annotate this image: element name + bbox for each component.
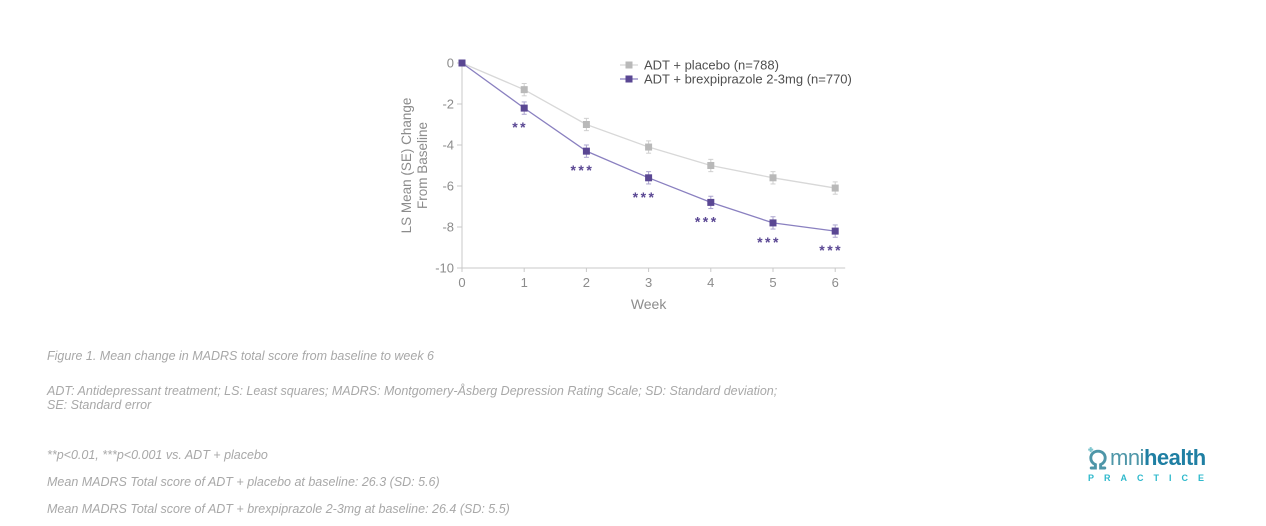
logo-text-omni: mni bbox=[1110, 445, 1144, 470]
significance-stars: *** bbox=[757, 234, 781, 250]
significance-stars: ** bbox=[512, 119, 528, 135]
baseline-placebo-note: Mean MADRS Total score of ADT + placebo … bbox=[47, 474, 440, 489]
legend: ADT + placebo (n=788)ADT + brexpiprazole… bbox=[620, 58, 852, 87]
svg-text:Week: Week bbox=[631, 296, 668, 312]
svg-text:0: 0 bbox=[458, 275, 465, 290]
x-axis-ticks: 0 1 2 3 4 5 6 bbox=[458, 268, 839, 290]
significance-stars: *** bbox=[570, 162, 594, 178]
data-point-marker bbox=[520, 104, 528, 112]
significance-note: **p<0.01, ***p<0.001 vs. ADT + placebo bbox=[47, 447, 268, 462]
data-point-marker bbox=[831, 184, 839, 192]
svg-text:-8: -8 bbox=[442, 220, 454, 235]
madrs-change-line-chart: 0 -2 -4 -6 -8 -10 0 1 2 3 4 5 6 Week LS Mean (SE) Chan… bbox=[399, 56, 852, 313]
figure-caption: Figure 1. Mean change in MADRS total sco… bbox=[47, 349, 434, 363]
svg-text:2: 2 bbox=[583, 275, 590, 290]
svg-text:-2: -2 bbox=[442, 97, 454, 112]
data-point-marker bbox=[707, 162, 715, 169]
svg-text:LS Mean (SE) Change: LS Mean (SE) Change bbox=[399, 98, 414, 234]
svg-text:6: 6 bbox=[832, 275, 839, 290]
svg-text:-10: -10 bbox=[435, 261, 454, 276]
svg-text:1: 1 bbox=[521, 275, 528, 290]
y-axis-ticks: 0 -2 -4 -6 -8 -10 bbox=[435, 56, 462, 276]
data-point-marker bbox=[582, 147, 590, 155]
logo-text-health: health bbox=[1143, 445, 1206, 470]
svg-text:From Baseline: From Baseline bbox=[415, 122, 430, 209]
data-point-marker bbox=[769, 174, 777, 182]
svg-text:5: 5 bbox=[769, 275, 776, 290]
significance-annotations: ***************** bbox=[512, 119, 843, 258]
data-point-marker bbox=[458, 59, 466, 67]
svg-text:4: 4 bbox=[707, 275, 714, 290]
legend-label: ADT + placebo (n=788) bbox=[644, 58, 779, 73]
significance-stars: *** bbox=[819, 242, 843, 258]
series-adt-placebo bbox=[458, 59, 839, 195]
significance-stars: *** bbox=[633, 189, 657, 205]
data-point-marker bbox=[645, 174, 653, 182]
svg-text:0: 0 bbox=[447, 56, 454, 71]
axes bbox=[461, 63, 846, 269]
axis-titles: Week LS Mean (SE) Change From Baseline bbox=[399, 98, 667, 312]
svg-text:-6: -6 bbox=[442, 179, 454, 194]
data-point-marker bbox=[707, 198, 715, 206]
legend-label: ADT + brexpiprazole 2-3mg (n=770) bbox=[644, 72, 852, 87]
svg-text:3: 3 bbox=[645, 275, 652, 290]
significance-stars: *** bbox=[695, 213, 719, 229]
data-point-marker bbox=[582, 121, 590, 128]
series-adt-brexpiprazole bbox=[458, 59, 839, 238]
data-point-marker bbox=[831, 227, 839, 235]
legend-marker bbox=[625, 75, 633, 83]
data-point-marker bbox=[645, 143, 653, 151]
logo-subtitle: PRACTICE bbox=[1088, 473, 1215, 483]
abbreviations-note: ADT: Antidepressant treatment; LS: Least… bbox=[47, 384, 778, 412]
baseline-brexpiprazole-note: Mean MADRS Total score of ADT + brexpipr… bbox=[47, 501, 510, 516]
plus-icon bbox=[1088, 447, 1094, 453]
legend-marker bbox=[625, 61, 633, 69]
omnihealth-logo: mni health PRACTICE bbox=[1085, 444, 1225, 484]
data-point-marker bbox=[520, 86, 528, 94]
omnihealth-omega-mark-icon bbox=[1088, 447, 1107, 470]
svg-text:-4: -4 bbox=[442, 138, 454, 153]
logo-wordmark: mni health bbox=[1085, 444, 1225, 470]
omega-shape bbox=[1089, 449, 1107, 470]
data-point-marker bbox=[769, 219, 777, 227]
footnotes-block: **p<0.01, ***p<0.001 vs. ADT + placebo M… bbox=[47, 435, 510, 526]
